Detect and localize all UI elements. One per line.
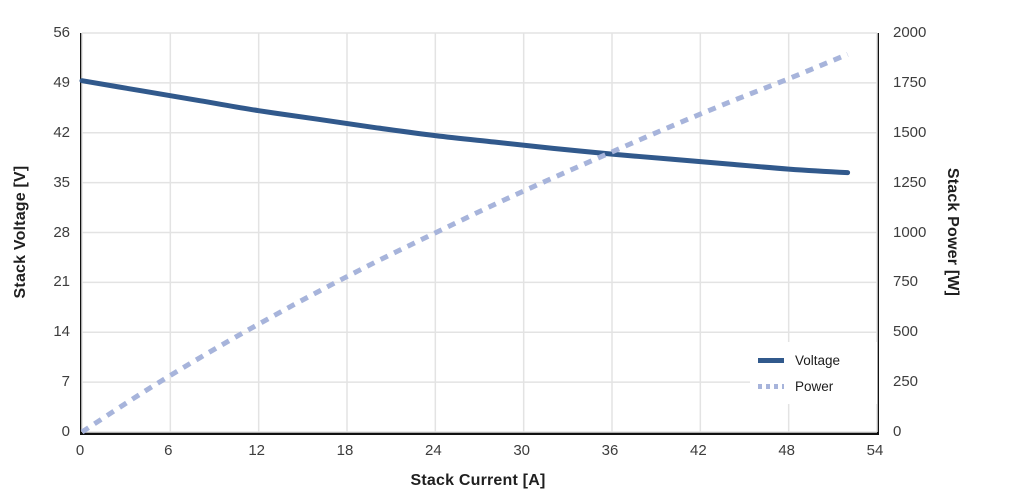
right-tick-label: 500 [893, 323, 919, 341]
right-tick-label: 1000 [893, 223, 927, 241]
x-axis-label: Stack Current [A] [410, 472, 546, 489]
legend-label-power: Power [795, 378, 834, 394]
bottom-tick-label: 48 [778, 442, 795, 459]
left-tick-label: 42 [53, 123, 70, 141]
left-tick-label: 14 [53, 323, 70, 341]
left-tick-label: 28 [53, 223, 70, 241]
bottom-tick-label: 24 [424, 442, 442, 459]
left-tick-label: 21 [53, 273, 70, 291]
right-tick-label: 1750 [893, 73, 927, 91]
bottom-tick-label: 36 [601, 442, 619, 459]
bottom-tick-label: 6 [164, 442, 173, 459]
left-tick-label: 56 [53, 24, 70, 41]
y-axis-label-right: Stack Power [W] [944, 167, 961, 297]
left-tick-label: 0 [61, 423, 70, 440]
bottom-tick-label: 12 [248, 442, 265, 459]
power-line [80, 51, 849, 435]
voltage-line [79, 78, 851, 176]
left-tick-label: 7 [61, 373, 70, 391]
voltage-line-swatch [758, 357, 784, 363]
legend: Voltage Power [750, 342, 877, 404]
left-tick-label: 49 [53, 73, 70, 91]
right-tick-label: 250 [893, 373, 919, 391]
chart-canvas [79, 32, 878, 435]
plot-area: Voltage Power [79, 32, 879, 435]
right-tick-label: 2000 [893, 24, 927, 41]
right-tick-label: 1250 [893, 173, 927, 191]
bottom-tick-label: 42 [689, 442, 707, 459]
legend-item-power: Power [758, 377, 877, 395]
bottom-tick-label: 54 [866, 442, 884, 459]
bottom-tick-label: 18 [336, 442, 354, 459]
bottom-tick-label: 0 [75, 442, 85, 459]
right-tick-label: 0 [893, 423, 902, 440]
legend-label-voltage: Voltage [795, 352, 841, 368]
right-tick-label: 750 [893, 273, 919, 291]
right-tick-label: 1500 [893, 123, 927, 141]
power-line-swatch [758, 383, 784, 389]
legend-item-voltage: Voltage [758, 351, 877, 369]
bottom-tick-label: 30 [513, 442, 530, 459]
left-tick-label: 35 [53, 173, 70, 191]
